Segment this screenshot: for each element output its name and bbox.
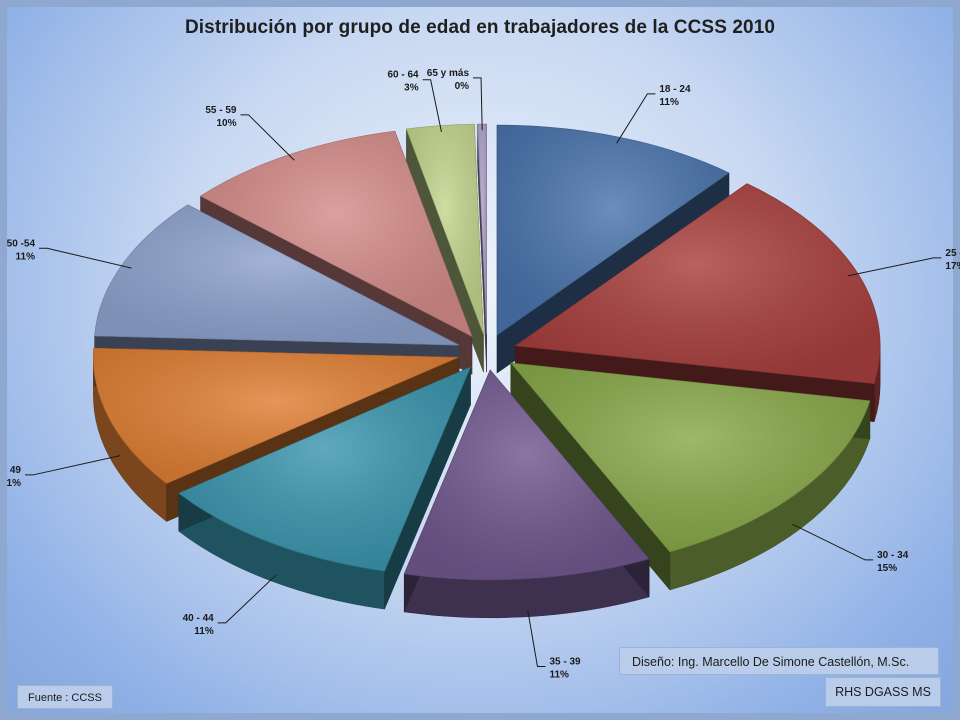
pie-slice xyxy=(510,362,871,591)
slice-percent-label: 11% xyxy=(659,97,679,108)
leader-line xyxy=(240,114,295,161)
slice-category-label: 55 - 59 xyxy=(205,105,237,116)
leader-line xyxy=(473,77,483,131)
pie-slice xyxy=(178,366,472,610)
pie-slice xyxy=(477,123,487,373)
design-credit: Diseño: Ing. Marcello De Simone Castelló… xyxy=(619,647,939,675)
slice-category-label: 18 - 24 xyxy=(659,84,691,95)
slice-category-label: 40 - 44 xyxy=(183,613,215,624)
slice-category-label: 45 - 49 xyxy=(7,465,21,476)
slice-percent-label: 11% xyxy=(549,669,569,680)
slice-percent-label: 17% xyxy=(945,261,960,272)
slice-percent-label: 10% xyxy=(216,118,236,129)
slice-percent-label: 11% xyxy=(194,626,214,637)
leader-line xyxy=(39,247,132,269)
design-credit-author: Ing. Marcello De Simone Castellón, M.Sc. xyxy=(677,655,910,669)
slice-category-label: 35 - 39 xyxy=(549,656,581,667)
slice-category-label: 30 - 34 xyxy=(877,550,909,561)
pie-chart: 18 - 24 11% 25 - 29 17% 30 - 34 15% 35 - 39 11%… xyxy=(7,68,960,681)
slice-percent-label: 0% xyxy=(455,81,470,92)
slice-percent-label: 15% xyxy=(877,563,897,574)
leader-line xyxy=(422,79,442,132)
slice-category-label: 50 -54 xyxy=(7,238,35,249)
leader-line xyxy=(792,523,874,561)
leader-line xyxy=(527,610,546,667)
leader-line xyxy=(616,93,656,144)
slice-percent-label: 3% xyxy=(404,83,419,94)
department-credit: RHS DGASS MS xyxy=(825,677,941,707)
slice-category-label: 25 - 29 xyxy=(945,248,960,259)
leader-line xyxy=(24,455,121,476)
pie-slice xyxy=(514,183,881,423)
slice-percent-label: 11% xyxy=(7,478,21,489)
slice-category-label: 60 - 64 xyxy=(387,70,419,81)
leader-line xyxy=(847,257,942,277)
pie-slice xyxy=(403,369,650,619)
leader-line xyxy=(217,574,277,624)
slice-category-label: 65 y más xyxy=(427,68,470,79)
pie-slice xyxy=(405,123,484,373)
slice-percent-label: 11% xyxy=(16,251,36,262)
source-note: Fuente : CCSS xyxy=(17,685,113,709)
chart-title: Distribución por grupo de edad en trabaj… xyxy=(184,17,776,38)
design-credit-prefix: Diseño: xyxy=(632,655,675,669)
